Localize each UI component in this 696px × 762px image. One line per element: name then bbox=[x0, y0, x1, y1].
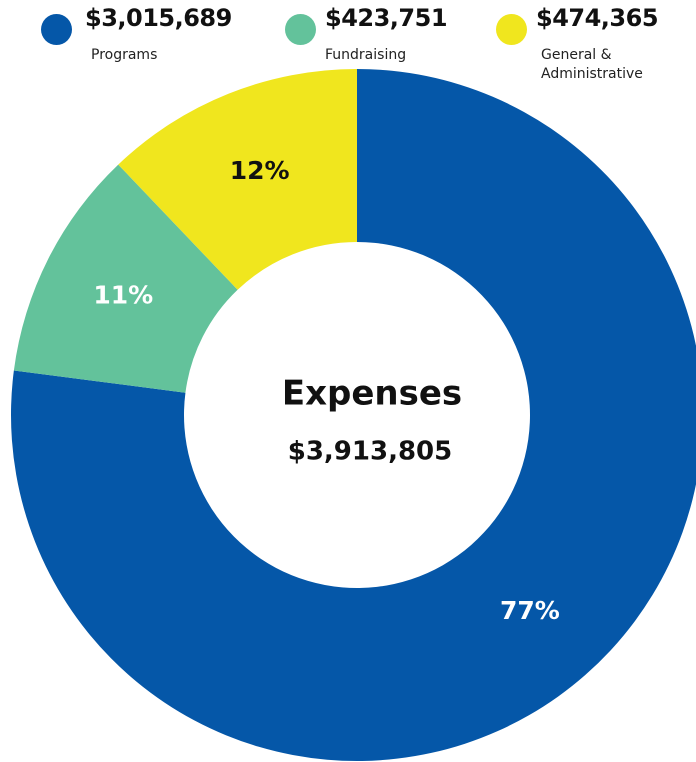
center-total: $3,913,805 bbox=[288, 437, 452, 467]
legend: $3,015,689 Programs $423,751 Fundraising… bbox=[0, 4, 696, 94]
legend-swatch-fundraising bbox=[285, 14, 316, 45]
legend-label-fundraising: Fundraising bbox=[325, 47, 407, 63]
slice-general-admin bbox=[118, 69, 357, 290]
legend-amount-programs: $3,015,689 bbox=[85, 4, 232, 32]
legend-swatch-general-admin bbox=[496, 14, 527, 45]
slice-programs bbox=[11, 69, 696, 761]
percent-label-general-admin: 12% bbox=[230, 156, 290, 185]
percent-label-fundraising: 11% bbox=[93, 281, 153, 310]
center-title: Expenses bbox=[282, 374, 462, 414]
percent-label-programs: 77% bbox=[500, 596, 560, 625]
legend-label-general-admin: General & Administrative bbox=[541, 47, 643, 82]
slice-fundraising bbox=[13, 164, 238, 393]
legend-swatch-programs bbox=[41, 14, 72, 45]
legend-amount-fundraising: $423,751 bbox=[325, 4, 448, 32]
legend-label-programs: Programs bbox=[91, 47, 158, 63]
legend-amount-general-admin: $474,365 bbox=[536, 4, 659, 32]
